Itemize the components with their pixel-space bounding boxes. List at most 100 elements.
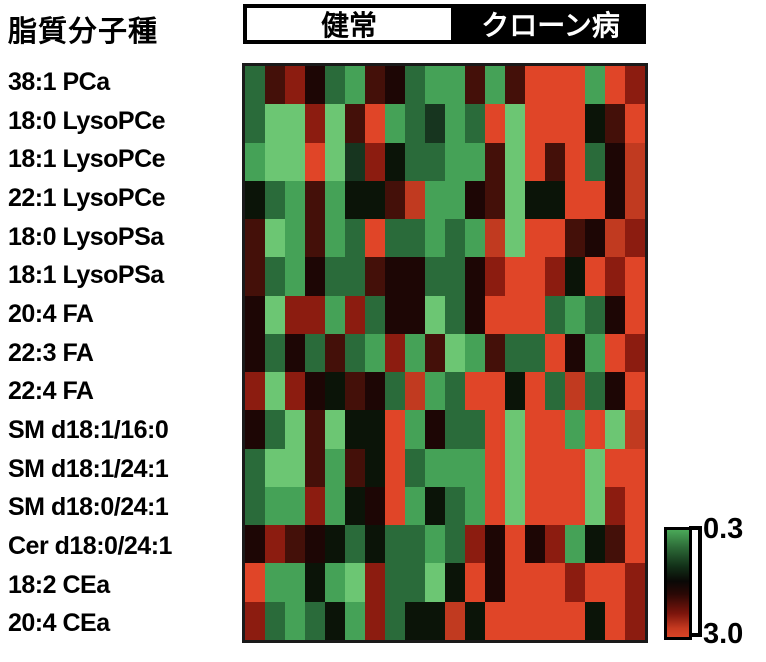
heatmap-cell [485,219,505,258]
heatmap-cell [545,219,565,258]
heatmap-cell [325,563,345,602]
heatmap-cell [385,486,405,526]
heatmap-cell [545,486,565,526]
heatmap-cell [305,372,325,411]
heatmap-cell [385,333,405,373]
heatmap-cell [405,66,425,105]
heatmap-cell [285,219,305,258]
heatmap-cell [465,525,485,564]
heatmap-cell [245,525,265,564]
heatmap-cell [265,257,285,296]
heatmap-cell [545,372,565,411]
heatmap-cell [485,486,505,526]
heatmap-cell [625,142,645,181]
heatmap-cell [385,219,405,258]
heatmap-cell [525,333,545,373]
heatmap-cell [585,295,605,334]
heatmap-cell [365,563,385,602]
colorbar-min-label: 3.0 [703,618,744,650]
heatmap-cell [425,448,445,487]
heatmap-cell [345,142,365,181]
heatmap-cell [385,180,405,220]
heatmap-cell [285,563,305,602]
heatmap-cell [265,448,285,487]
heatmap-cell [405,486,425,526]
heatmap-cell [425,525,445,564]
heatmap-cell [385,601,405,640]
row-label: 18:0 LysoPSa [8,222,164,251]
heatmap-cell [425,104,445,143]
heatmap-cell [505,372,525,411]
heatmap-cell [505,333,525,373]
heatmap-cell [305,410,325,449]
heatmap-cell [505,257,525,296]
heatmap-cell [385,372,405,411]
heatmap-cell [325,295,345,334]
heatmap-cell [345,563,365,602]
heatmap-cell [385,104,405,143]
heatmap-cell [405,295,425,334]
heatmap-cell [445,410,465,449]
row-label: 22:3 FA [8,338,94,367]
heatmap-cell [505,486,525,526]
heatmap-cell [505,104,525,143]
heatmap-cell [385,142,405,181]
heatmap-cell [305,180,325,220]
heatmap-cell [585,219,605,258]
heatmap-cell [525,257,545,296]
heatmap-cell [305,525,325,564]
heatmap-cell [365,486,385,526]
heatmap-cell [405,142,425,181]
heatmap-cell [585,180,605,220]
heatmap-cell [265,563,285,602]
heatmap-cell [585,410,605,449]
heatmap-cell [425,563,445,602]
heatmap-cell [325,372,345,411]
heatmap-cell [445,295,465,334]
heatmap-cell [465,219,485,258]
row-label: 18:0 LysoPCe [8,106,166,135]
heatmap-cell [565,410,585,449]
heatmap-cell [565,66,585,105]
heatmap-cell [345,333,365,373]
heatmap-cell [505,601,525,640]
heatmap-cell [465,563,485,602]
heatmap-cell [285,525,305,564]
heatmap-cell [605,257,625,296]
heatmap-cell [505,142,525,181]
heatmap-cell [405,563,425,602]
heatmap-cell [465,104,485,143]
heatmap-cell [525,104,545,143]
heatmap-cell [605,372,625,411]
heatmap-cell [445,601,465,640]
heatmap-cell [425,601,445,640]
colorbar-max-label: 0.3 [703,513,744,545]
heatmap-cell [425,66,445,105]
heatmap-cell [365,180,385,220]
heatmap-cell [405,448,425,487]
heatmap-cell [525,486,545,526]
heatmap-cell [345,295,365,334]
heatmap-cell [245,486,265,526]
heatmap-cell [325,66,345,105]
heatmap-cell [245,180,265,220]
heatmap-cell [265,372,285,411]
heatmap-cell [605,448,625,487]
heatmap-cell [485,525,505,564]
heatmap-cell [485,601,505,640]
heatmap-cell [565,295,585,334]
heatmap-cell [465,372,485,411]
heatmap-cell [585,448,605,487]
heatmap-cell [405,219,425,258]
heatmap-cell [505,66,525,105]
heatmap-cell [565,180,585,220]
heatmap-cell [465,448,485,487]
heatmap-cell [245,219,265,258]
heatmap-cell [605,180,625,220]
heatmap-cell [605,66,625,105]
heatmap-cell [405,257,425,296]
heatmap-cell [445,448,465,487]
heatmap-cell [305,486,325,526]
heatmap-cell [445,180,465,220]
heatmap-cell [285,66,305,105]
